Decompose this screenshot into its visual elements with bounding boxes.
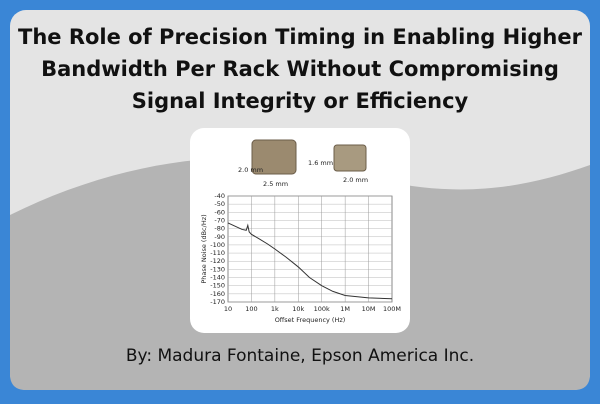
x-tick-label: 1k [271, 305, 279, 313]
y-tick-label: -150 [210, 282, 225, 290]
x-tick-label: 100k [314, 305, 330, 313]
dim-label: 2.5 mm [263, 180, 288, 188]
y-tick-label: -160 [210, 290, 225, 298]
chip [251, 139, 297, 175]
title-line: Bandwidth Per Rack Without Compromising [41, 57, 559, 81]
x-tick-label: 1M [340, 305, 350, 313]
chip [333, 144, 367, 172]
x-tick-label: 10k [292, 305, 304, 313]
dim-label: 1.6 mm [308, 159, 333, 167]
y-tick-label: -130 [210, 265, 225, 273]
y-tick-label: -60 [214, 208, 225, 216]
byline: By: Madura Fontaine, Epson America Inc. [126, 346, 474, 366]
y-tick-label: -70 [214, 216, 225, 224]
x-tick-label: 10M [362, 305, 376, 313]
title-line: The Role of Precision Timing in Enabling… [18, 25, 583, 49]
plot-area [227, 195, 393, 303]
title-line: Signal Integrity or Efficiency [132, 89, 469, 113]
x-tick-label: 100 [245, 305, 257, 313]
x-tick-label: 100M [383, 305, 401, 313]
y-tick-label: -120 [210, 257, 225, 265]
dim-label: 2.0 mm [343, 176, 368, 184]
dim-label: 2.0 mm [238, 166, 263, 174]
x-axis-label: Offset Frequency (Hz) [275, 316, 346, 324]
y-tick-label: -100 [210, 241, 225, 249]
x-tick-label: 10 [224, 305, 232, 313]
y-axis-label: Phase Noise (dBc/Hz) [200, 214, 208, 283]
y-tick-label: -50 [214, 200, 225, 208]
series-line [227, 222, 393, 300]
y-tick-label: -170 [210, 298, 225, 306]
y-tick-label: -90 [214, 233, 225, 241]
y-tick-label: -80 [214, 225, 225, 233]
y-tick-label: -110 [210, 249, 225, 257]
y-tick-label: -40 [214, 192, 225, 200]
y-tick-label: -140 [210, 274, 225, 282]
